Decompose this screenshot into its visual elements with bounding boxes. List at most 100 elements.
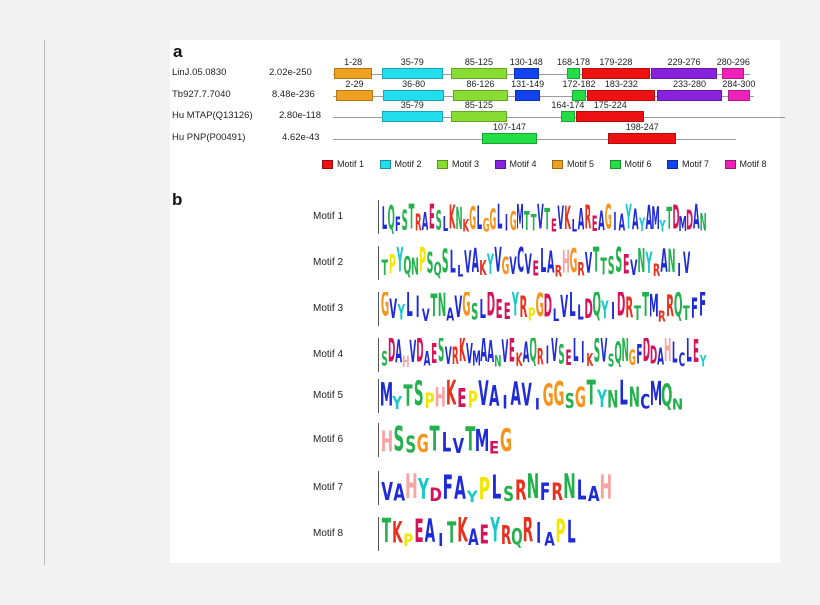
logo-position: A xyxy=(632,200,639,234)
logo-residue-letter: Q xyxy=(433,259,442,280)
motif-range-label: 86-126 xyxy=(466,79,495,89)
logo-residue-letter: Y xyxy=(601,298,609,326)
protein-name: LinJ.05.0830 xyxy=(172,67,227,78)
logo-position: L xyxy=(539,246,547,280)
logo-residue-letter: S xyxy=(593,338,601,372)
logo-residue-letter: K xyxy=(458,338,466,372)
logo-residue-letter: V xyxy=(494,246,502,280)
logo-position: M xyxy=(473,338,480,372)
logo-position: F xyxy=(690,292,698,326)
logo-position: P xyxy=(528,292,536,326)
motif-range-label: 233-280 xyxy=(673,79,707,89)
logo-position: A xyxy=(423,338,431,372)
logo-residue-letter: Q xyxy=(592,292,601,326)
logo-residue-letter: V xyxy=(421,307,430,326)
logo-residue-letter: A xyxy=(393,478,406,505)
logo-position: T xyxy=(381,517,392,551)
logo-position: D xyxy=(686,200,693,234)
sequence-track-line xyxy=(333,117,785,118)
motif-range-label: 172-182 xyxy=(562,79,596,89)
logo-motif-label: Motif 2 xyxy=(313,257,344,268)
logo-residue-letter: N xyxy=(699,207,707,234)
legend-swatch xyxy=(667,160,678,169)
sequence-logo: MYTSPHKEPVAIAVIGGSGTYNLNCMQN xyxy=(378,379,684,413)
logo-residue-letter: T xyxy=(530,209,537,234)
logo-position: L xyxy=(456,246,464,280)
logo-position: S xyxy=(564,379,575,413)
logo-residue-letter: A xyxy=(471,246,479,280)
logo-position: V xyxy=(560,292,568,326)
left-divider-line xyxy=(44,40,45,565)
logo-residue-letter: Y xyxy=(597,384,607,413)
logo-residue-letter: V xyxy=(630,256,638,280)
logo-position: V xyxy=(600,338,608,372)
logo-position: V xyxy=(537,200,544,234)
logo-residue-letter: Y xyxy=(392,393,403,413)
logo-position: D xyxy=(650,338,657,372)
logo-residue-letter: G xyxy=(381,292,390,326)
motif-3-box xyxy=(451,68,507,79)
logo-position: G xyxy=(629,338,636,372)
logo-position: T xyxy=(429,423,441,457)
logo-residue-letter: N xyxy=(526,471,540,505)
logo-position: E xyxy=(591,200,598,234)
logo-residue-letter: Y xyxy=(699,353,707,372)
logo-position: N xyxy=(438,292,446,326)
logo-residue-letter: N xyxy=(621,338,629,372)
logo-residue-letter: D xyxy=(388,338,396,372)
logo-residue-letter: H xyxy=(405,471,418,505)
motif-3-box xyxy=(451,111,507,122)
logo-residue-letter: T xyxy=(381,256,388,280)
logo-position: D xyxy=(617,292,625,326)
logo-residue-letter: R xyxy=(415,207,422,234)
logo-residue-letter: K xyxy=(462,215,470,234)
logo-residue-letter: T xyxy=(600,254,607,280)
logo-position: I xyxy=(675,246,683,280)
logo-position: G xyxy=(462,292,470,326)
logo-position: L xyxy=(571,200,578,234)
logo-position: A xyxy=(645,200,653,234)
logo-residue-letter: L xyxy=(619,379,628,413)
logo-residue-letter: T xyxy=(465,423,476,457)
logo-position: L xyxy=(618,379,629,413)
logo-position: V xyxy=(494,246,502,280)
logo-residue-letter: I xyxy=(677,260,681,280)
logo-position: Y xyxy=(466,471,478,505)
logo-residue-letter: Q xyxy=(674,292,683,326)
logo-residue-letter: T xyxy=(642,292,650,326)
logo-position: G xyxy=(510,200,517,234)
logo-position: G xyxy=(490,200,497,234)
logo-residue-letter: V xyxy=(557,200,564,234)
motif-3-box xyxy=(452,90,509,101)
logo-position: Y xyxy=(392,379,403,413)
logo-residue-letter: H xyxy=(562,246,570,280)
logo-position: E xyxy=(532,246,540,280)
logo-residue-letter: K xyxy=(457,517,468,551)
logo-position: T xyxy=(446,517,457,551)
motif-range-label: 284-300 xyxy=(722,79,756,89)
logo-residue-letter: L xyxy=(479,297,486,326)
sequence-track-line xyxy=(333,74,750,75)
logo-residue-letter: Y xyxy=(511,292,519,326)
logo-position: I xyxy=(579,338,586,372)
logo-residue-letter: N xyxy=(637,246,646,280)
legend-label: Motif 2 xyxy=(394,159,422,169)
logo-position: V xyxy=(454,292,462,326)
logo-residue-letter: L xyxy=(441,426,452,457)
logo-residue-letter: E xyxy=(503,301,511,326)
logo-position: H xyxy=(562,246,570,280)
logo-position: A xyxy=(395,338,402,372)
logo-residue-letter: L xyxy=(576,473,587,505)
logo-residue-letter: Y xyxy=(639,212,646,234)
logo-residue-letter: G xyxy=(575,381,586,413)
legend-label: Motif 1 xyxy=(337,159,365,169)
logo-position: N xyxy=(700,200,707,234)
logo-position: S xyxy=(435,200,442,234)
logo-residue-letter: E xyxy=(479,521,489,551)
logo-position: G xyxy=(483,200,490,234)
logo-position: L xyxy=(671,338,678,372)
logo-position: E xyxy=(692,338,699,372)
logo-residue-letter: A xyxy=(487,338,495,372)
e-value: 4.62e-43 xyxy=(282,132,320,143)
